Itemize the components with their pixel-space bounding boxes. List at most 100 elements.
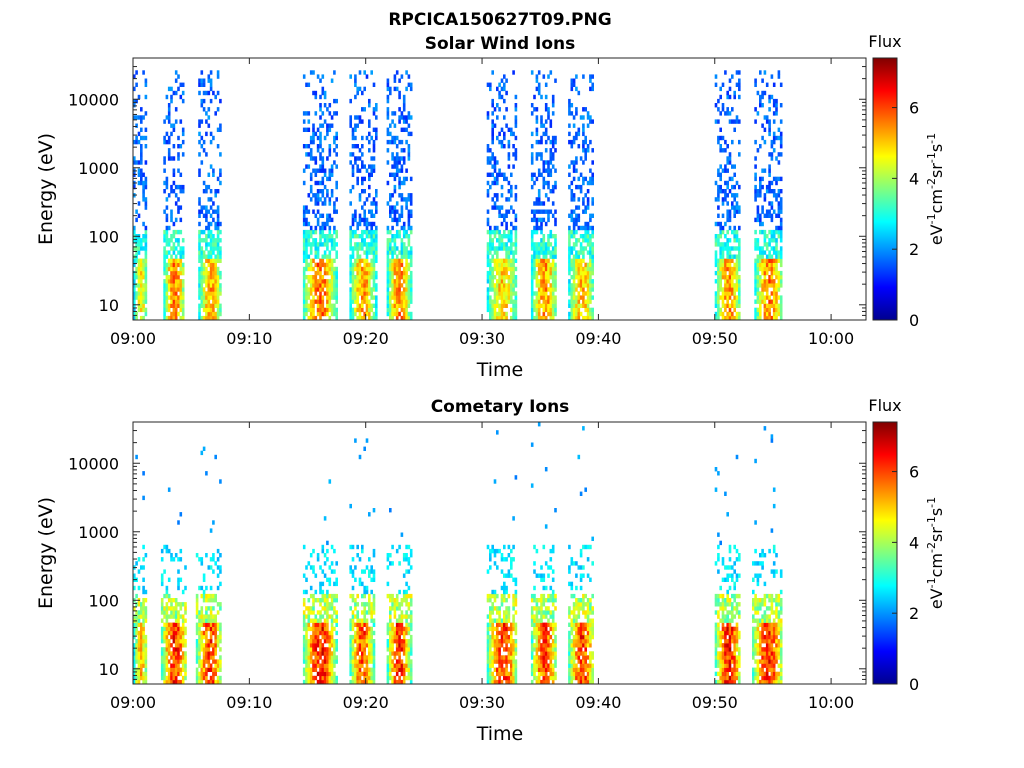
spectrogram-cell — [167, 671, 171, 677]
spectrogram-cell — [209, 295, 213, 300]
spectrogram-cell — [375, 287, 378, 292]
spectrogram-cell — [354, 295, 357, 300]
spectrogram-cell — [209, 528, 213, 533]
spectrogram-cell — [549, 242, 553, 247]
spectrogram-cell — [137, 94, 141, 100]
spectrogram-cell — [395, 315, 399, 321]
spectrogram-cell — [763, 127, 767, 132]
spectrogram-cell — [547, 262, 550, 268]
unit-base: eV — [927, 224, 946, 245]
spectrogram-cell — [372, 229, 376, 235]
spectrogram-cell — [530, 315, 534, 321]
spectrogram-cell — [302, 634, 306, 640]
spectrogram-cell — [544, 258, 548, 263]
spectrogram-cell — [368, 643, 371, 648]
spectrogram-cell — [144, 246, 148, 251]
spectrogram-cell — [323, 135, 327, 141]
spectrogram-cell — [754, 119, 757, 124]
spectrogram-cell — [389, 279, 392, 284]
spectrogram-cell — [354, 311, 357, 317]
spectrogram-cell — [395, 164, 399, 169]
spectrogram-cell — [772, 295, 776, 300]
spectrogram-cell — [354, 229, 357, 235]
spectrogram-cell — [498, 139, 501, 145]
spectrogram-cell — [198, 213, 201, 218]
spectrogram-cell — [386, 675, 390, 681]
spectrogram-cell — [533, 209, 536, 214]
spectrogram-cell — [323, 634, 327, 640]
spectrogram-cell — [163, 634, 166, 640]
spectrogram-cell — [216, 634, 220, 640]
spectrogram-cell — [363, 201, 366, 206]
spectrogram-cell — [407, 148, 411, 153]
spectrogram-cell — [179, 94, 183, 100]
spectrogram-cell — [305, 299, 308, 304]
spectrogram-cell — [177, 184, 180, 190]
spectrogram-cell — [142, 189, 145, 194]
spectrogram-cell — [537, 246, 541, 251]
spectrogram-cell — [165, 254, 169, 259]
spectrogram-cell — [363, 242, 366, 247]
spectrogram-cell — [144, 643, 148, 648]
spectrogram-cell — [181, 630, 185, 636]
spectrogram-cell — [198, 254, 201, 259]
spectrogram-cell — [542, 176, 546, 182]
spectrogram-cell — [135, 639, 138, 644]
spectrogram-cell — [551, 315, 555, 321]
spectrogram-cell — [330, 659, 334, 664]
spectrogram-cell — [586, 262, 590, 268]
spectrogram-cell — [582, 209, 585, 214]
spectrogram-cell — [209, 610, 213, 615]
spectrogram-cell — [354, 630, 357, 636]
spectrogram-cell — [719, 94, 722, 100]
spectrogram-cell — [140, 667, 143, 672]
spectrogram-cell — [361, 238, 364, 243]
spectrogram-cell — [496, 115, 499, 120]
spectrogram-cell — [579, 311, 583, 317]
spectrogram-cell — [351, 647, 355, 652]
spectrogram-cell — [312, 679, 315, 685]
spectrogram-cell — [765, 291, 769, 296]
spectrogram-cell — [361, 663, 364, 668]
spectrogram-cell — [328, 303, 332, 308]
spectrogram-cell — [775, 262, 778, 268]
spectrogram-cell — [172, 229, 176, 235]
spectrogram-cell — [721, 229, 725, 235]
spectrogram-cell — [577, 258, 581, 263]
spectrogram-cell — [319, 614, 322, 619]
spectrogram-cell — [363, 107, 366, 112]
spectrogram-cell — [493, 283, 497, 288]
spectrogram-cell — [507, 287, 511, 292]
spectrogram-cell — [361, 569, 364, 574]
spectrogram-cell — [407, 209, 411, 214]
spectrogram-cell — [365, 168, 369, 173]
spectrogram-cell — [212, 242, 215, 247]
spectrogram-cell — [393, 606, 397, 611]
spectrogram-cell — [312, 127, 315, 132]
spectrogram-cell — [512, 299, 515, 304]
spectrogram-cell — [400, 639, 404, 644]
spectrogram-cell — [214, 287, 217, 292]
spectrogram-cell — [370, 565, 373, 570]
spectrogram-cell — [333, 160, 336, 165]
spectrogram-cell — [765, 258, 769, 263]
spectrogram-cell — [209, 679, 213, 685]
spectrogram-cell — [570, 299, 574, 304]
spectrogram-cell — [547, 266, 550, 272]
spectrogram-cell — [200, 78, 204, 83]
spectrogram-cell — [167, 622, 171, 627]
spectrogram-cell — [514, 250, 518, 255]
spectrogram-cell — [530, 311, 534, 317]
spectrogram-cell — [181, 98, 185, 104]
spectrogram-cell — [172, 634, 176, 640]
spectrogram-cell — [763, 270, 767, 276]
spectrogram-cell — [312, 275, 315, 280]
spectrogram-cell — [496, 205, 499, 210]
spectrogram-cell — [584, 205, 587, 210]
spectrogram-cell — [312, 565, 315, 570]
spectrogram-cell — [144, 229, 148, 235]
spectrogram-cell — [395, 86, 399, 92]
spectrogram-cell — [570, 234, 574, 239]
spectrogram-cell — [533, 315, 536, 321]
spectrogram-cell — [363, 213, 366, 218]
